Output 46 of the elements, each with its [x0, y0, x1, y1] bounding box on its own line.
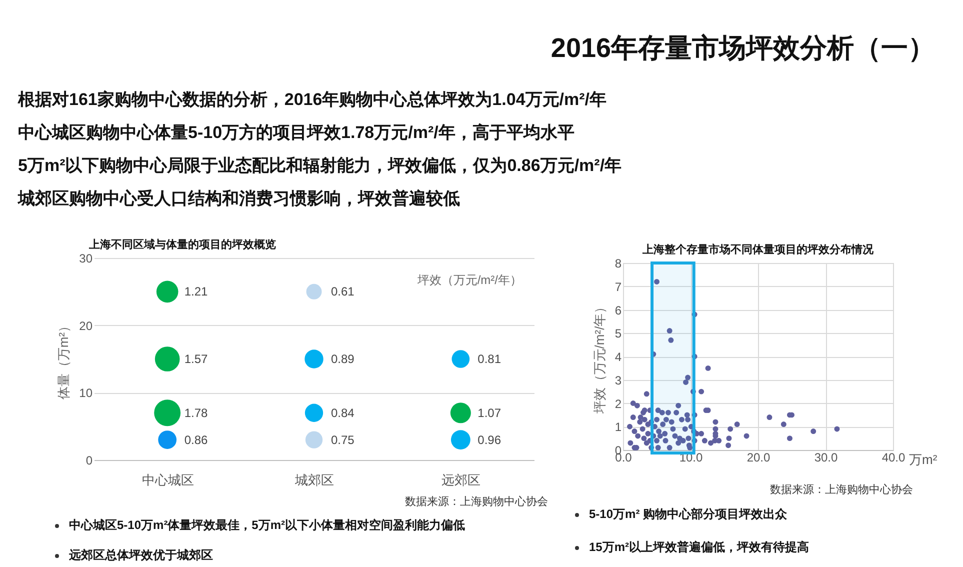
y-axis-title: 坪效（万元/m²/年） [592, 300, 607, 415]
x-tick-label: 城郊区 [294, 472, 334, 488]
x-tick-label: 中心城区 [142, 472, 194, 488]
data-label: 0.86 [184, 432, 208, 447]
y-tick-label: 2 [614, 396, 622, 411]
x-tick-label: 远郊区 [442, 472, 481, 488]
y-tick-label: 1 [614, 420, 622, 434]
chart-title: 上海不同区域与体量的项目的坪效概览 [88, 238, 276, 251]
source-note: 数据来源：上海购物中心协会 [770, 482, 913, 497]
text: 5万m²以下购物中心局限于业态配比和辐射能力，坪效偏低，仅为0.86万元/m²/年 [18, 155, 622, 177]
annotation: 坪效（万元/m²/年） [416, 273, 522, 287]
data-label: 0.89 [331, 352, 355, 366]
y-tick-label: 4 [614, 350, 622, 364]
text: 5-10万m² 购物中心部分项目坪效出众 [589, 507, 788, 521]
text: 15万m²以上坪效普遍偏低，坪效有待提高 [589, 540, 810, 554]
y-tick-label: 3 [614, 373, 622, 388]
text: 城郊区购物中心受人口结构和消费习惯影响，坪效普遍较低 [18, 188, 460, 210]
y-tick-label: 6 [614, 303, 622, 318]
data-label: 0.84 [331, 406, 355, 420]
data-label: 1.21 [184, 284, 208, 299]
y-tick-label: 8 [614, 256, 622, 270]
y-tick-label: 5 [614, 326, 622, 341]
x-axis-title: 万m² [909, 452, 938, 467]
text: 中心城区5-10万m²体量坪效最佳，5万m²以下小体量相对空间盈利能力偏低 [69, 518, 466, 532]
data-label: 0.61 [331, 284, 355, 299]
text: 中心城区购物中心体量5-10万方的项目坪效1.78万元/m²/年，高于平均水平 [18, 122, 574, 144]
data-label: 1.07 [478, 406, 502, 420]
x-tick-label: 40.0 [882, 450, 906, 464]
x-tick-label: 20.0 [746, 450, 770, 464]
y-tick-label: 0 [86, 454, 93, 468]
source-note: 数据来源：上海购物中心协会 [405, 494, 548, 509]
data-label: 0.75 [331, 432, 355, 447]
y-tick-label: 30 [79, 252, 93, 266]
y-tick-label: 10 [79, 386, 93, 400]
text: 2016年存量市场坪效分析（一） [550, 32, 935, 65]
y-tick-label: 7 [614, 280, 622, 294]
text: 远郊区总体坪效优于城郊区 [69, 548, 213, 562]
chart-title: 上海整个存量市场不同体量项目的坪效分布情况 [642, 243, 874, 256]
x-tick-label: 30.0 [814, 450, 838, 464]
y-axis-title: 体量（万m²） [56, 319, 72, 400]
y-tick-label: 20 [79, 318, 93, 333]
text: 根据对161家购物中心数据的分析，2016年购物中心总体坪效为1.04万元/m²/年 [18, 89, 606, 111]
data-label: 1.57 [184, 352, 208, 366]
data-label: 0.81 [478, 352, 502, 366]
data-label: 1.78 [184, 406, 208, 420]
data-label: 0.96 [478, 432, 502, 447]
